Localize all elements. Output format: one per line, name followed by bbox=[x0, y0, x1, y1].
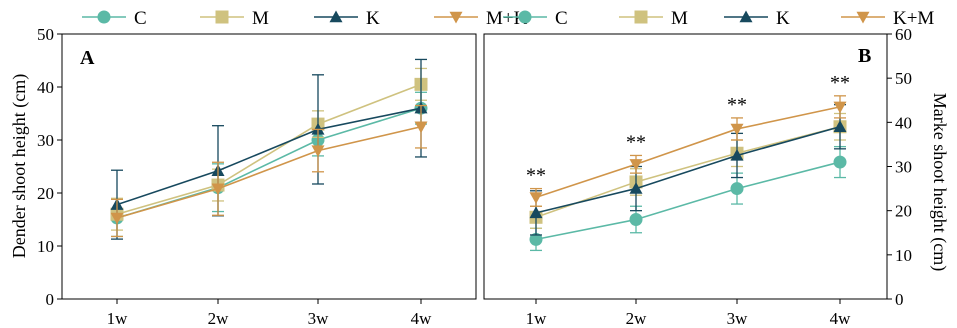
series-line bbox=[116, 125, 422, 219]
legend-label: M bbox=[671, 8, 688, 29]
panel-b-legend: C M K K+M bbox=[503, 8, 934, 29]
panel-b-ytick-label: 40 bbox=[895, 113, 912, 132]
panel-b-plot: 0 10 20 30 40 50 60 1w 2w 3w 4w ** ** ** ** bbox=[526, 25, 912, 328]
panel-a-xtick-label: 2w bbox=[208, 309, 230, 328]
significance-annotation: ** bbox=[727, 94, 747, 116]
data-point bbox=[629, 159, 643, 171]
panel-b-series bbox=[529, 145, 847, 252]
legend-label: K+M bbox=[893, 8, 934, 29]
data-point bbox=[833, 120, 847, 132]
series-line bbox=[116, 107, 422, 206]
panel-a-ytick-label: 50 bbox=[37, 25, 54, 44]
panel-a-ytick-label: 0 bbox=[46, 290, 55, 309]
data-point bbox=[211, 183, 225, 196]
data-point bbox=[110, 212, 124, 225]
panel-a-ytick-label: 30 bbox=[37, 131, 54, 150]
legend-marker bbox=[215, 10, 229, 24]
legend-marker bbox=[518, 10, 532, 24]
legend-marker bbox=[449, 11, 463, 24]
panel-b-series bbox=[529, 95, 847, 207]
series-line bbox=[535, 125, 841, 214]
panel-a-label: A bbox=[80, 47, 95, 69]
panel-b: B Marke shoot height (cm) C M K K+M 0 10 20 30… bbox=[483, 8, 950, 328]
data-point bbox=[730, 182, 744, 196]
panel-b-xtick-label: 1w bbox=[526, 309, 548, 328]
legend-marker bbox=[856, 11, 870, 24]
legend-label: K bbox=[776, 8, 790, 29]
panel-b-xtick-label: 3w bbox=[727, 309, 749, 328]
series-line bbox=[535, 125, 841, 219]
legend-label: M bbox=[252, 8, 269, 29]
panel-a-xtick-label: 4w bbox=[411, 309, 433, 328]
panel-b-ytick-label: 0 bbox=[895, 290, 904, 309]
panel-b-ytick-label: 60 bbox=[895, 25, 912, 44]
data-point bbox=[833, 155, 847, 169]
legend-label: K bbox=[366, 8, 380, 29]
panel-a-xtick-label: 3w bbox=[308, 309, 330, 328]
data-point bbox=[311, 145, 325, 158]
data-point bbox=[629, 182, 643, 194]
legend-label: C bbox=[134, 8, 147, 29]
panel-b-xtick-label: 2w bbox=[626, 309, 648, 328]
legend-marker bbox=[329, 10, 343, 23]
panel-b-ytick-label: 20 bbox=[895, 202, 912, 221]
panel-a-ytick-label: 40 bbox=[37, 78, 54, 97]
data-point bbox=[833, 101, 847, 114]
panel-b-ylabel: Marke shoot height (cm) bbox=[929, 93, 950, 271]
significance-annotation: ** bbox=[626, 131, 646, 153]
panel-a: A Dender shoot height (cm) C M K M+K 0 10 20 3… bbox=[9, 8, 528, 328]
legend-marker bbox=[739, 10, 753, 23]
legend-marker bbox=[634, 10, 648, 24]
legend-marker bbox=[97, 10, 111, 24]
data-point bbox=[730, 123, 744, 136]
data-point bbox=[529, 206, 543, 219]
panel-a-ylabel: Dender shoot height (cm) bbox=[9, 74, 30, 258]
panel-b-label: B bbox=[858, 45, 871, 67]
panel-a-series bbox=[110, 104, 428, 238]
significance-annotation: ** bbox=[830, 72, 850, 94]
panel-b-ytick-label: 50 bbox=[895, 69, 912, 88]
panel-b-series bbox=[529, 104, 847, 236]
panel-a-frame bbox=[61, 33, 477, 300]
panel-a-series bbox=[110, 91, 428, 238]
panel-b-ytick-label: 30 bbox=[895, 158, 912, 177]
data-point bbox=[414, 121, 428, 134]
panel-a-plot: 0 10 20 30 40 50 1w 2w 3w 4w bbox=[37, 25, 432, 328]
data-point bbox=[529, 192, 543, 204]
significance-annotation: ** bbox=[526, 165, 546, 187]
legend-label: M+K bbox=[486, 8, 528, 29]
panel-a-series bbox=[110, 58, 428, 240]
panel-b-ytick-label: 10 bbox=[895, 246, 912, 265]
panel-a-ytick-label: 20 bbox=[37, 184, 54, 203]
series-line bbox=[116, 83, 422, 215]
panel-b-xtick-label: 4w bbox=[830, 309, 852, 328]
data-point bbox=[629, 213, 643, 226]
panel-a-legend: C M K M+K bbox=[82, 8, 528, 29]
panel-a-xtick-label: 1w bbox=[107, 309, 129, 328]
legend-label: C bbox=[555, 8, 568, 29]
data-point bbox=[529, 232, 543, 246]
series-line bbox=[535, 106, 841, 199]
panel-a-ytick-label: 10 bbox=[37, 237, 54, 256]
series-line bbox=[535, 161, 841, 241]
data-point bbox=[730, 148, 744, 161]
